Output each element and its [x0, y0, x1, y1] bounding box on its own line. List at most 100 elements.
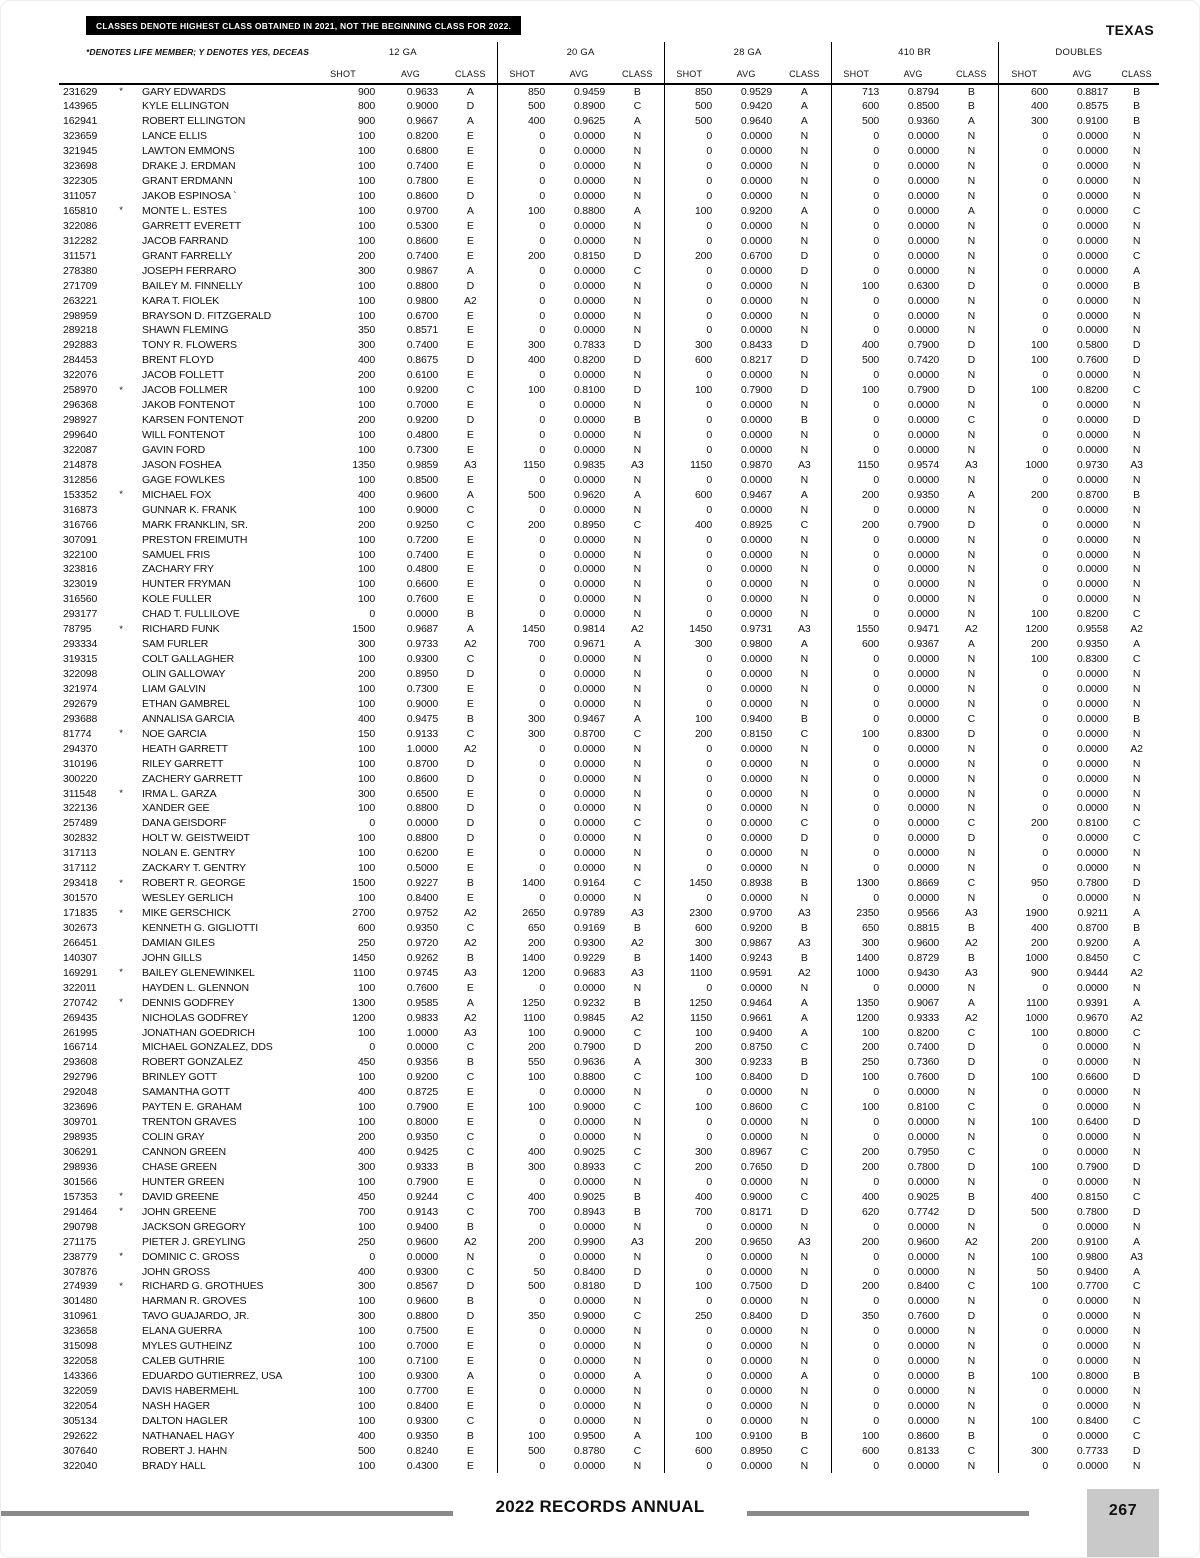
col-header-avg: AVG	[881, 64, 946, 85]
life-member-star: *	[119, 907, 123, 919]
avg-cell-20ga: 0.8780	[573, 1444, 606, 1457]
shot-cell-410br: 0	[830, 562, 882, 577]
shot-cell-doubles: 100	[997, 337, 1051, 353]
member-id-cell: 290798	[63, 1220, 98, 1233]
shot-cell-28ga: 0	[663, 606, 715, 622]
life-member-star	[113, 457, 129, 472]
class-cell-doubles: C	[1132, 832, 1141, 845]
shot-cell-12ga: 800	[357, 100, 376, 113]
class-cell-12ga: A	[466, 264, 474, 277]
avg-cell-12ga: 0.7400	[406, 160, 439, 173]
table-row: 238779 * DOMINIC C. GROSS 0 0.0000 N 0 0…	[59, 1249, 1159, 1265]
member-name-cell: LIAM GALVIN	[142, 682, 206, 695]
avg-cell-410br: 0.0000	[907, 787, 940, 800]
avg-cell-28ga: 0.0000	[740, 130, 773, 143]
shot-cell-12ga: 200	[357, 369, 376, 382]
class-cell-12ga: C	[466, 518, 475, 531]
shot-cell-20ga: 1450	[496, 621, 548, 637]
avg-cell-20ga: 0.0000	[573, 175, 606, 188]
avg-cell-12ga: 0.9000	[406, 100, 439, 113]
shot-cell-20ga: 0	[496, 681, 548, 697]
avg-cell-28ga: 0.8150	[740, 727, 773, 740]
avg-cell-doubles: 0.0000	[1076, 1101, 1109, 1114]
member-id-cell: 323658	[63, 1325, 98, 1338]
class-cell-410br: N	[967, 563, 976, 576]
table-row: 292622 NATHANAEL HAGY 400 0.9350 B 100 0…	[59, 1428, 1159, 1444]
life-member-star: *	[119, 1206, 123, 1218]
member-id-cell: 165810	[63, 204, 98, 217]
avg-cell-410br: 0.8600	[907, 1429, 940, 1442]
shot-cell-20ga: 100	[496, 1069, 548, 1085]
class-cell-12ga: E	[466, 1101, 474, 1114]
member-name-cell: BRINLEY GOTT	[142, 1071, 218, 1084]
life-member-star	[113, 547, 129, 562]
class-cell-20ga: C	[633, 727, 642, 740]
life-member-star	[113, 1040, 129, 1055]
avg-cell-410br: 0.0000	[907, 1399, 940, 1412]
class-cell-28ga: N	[800, 1295, 809, 1308]
shot-cell-28ga: 0	[663, 576, 715, 592]
class-cell-doubles: N	[1132, 757, 1141, 770]
class-cell-410br: B	[967, 1429, 975, 1442]
life-member-star	[113, 368, 129, 383]
shot-cell-doubles: 0	[997, 1293, 1051, 1309]
class-cell-410br: N	[967, 847, 976, 860]
table-row: 323698 DRAKE J. ERDMAN 100 0.7400 E 0 0.…	[59, 158, 1159, 174]
shot-cell-28ga: 0	[663, 367, 715, 383]
member-name-cell: HARMAN R. GROVES	[142, 1295, 247, 1308]
member-name-cell: MYLES GUTHEINZ	[142, 1340, 233, 1353]
avg-cell-410br: 0.0000	[907, 1325, 940, 1338]
avg-cell-410br: 0.0000	[907, 429, 940, 442]
shot-cell-410br: 0	[830, 711, 882, 727]
class-cell-28ga: A	[800, 1011, 808, 1024]
avg-cell-28ga: 0.9870	[740, 458, 773, 471]
shot-cell-28ga: 400	[663, 1189, 715, 1205]
shot-cell-410br: 0	[830, 427, 882, 443]
table-row: 306291 CANNON GREEN 400 0.9425 C 400 0.9…	[59, 1144, 1159, 1160]
shot-cell-28ga: 0	[663, 1264, 715, 1279]
class-cell-12ga: E	[466, 473, 474, 486]
avg-cell-28ga: 0.0000	[740, 324, 773, 337]
avg-cell-20ga: 0.9459	[573, 85, 606, 98]
shot-cell-12ga: 100	[357, 563, 376, 576]
table-row: 322136 XANDER GEE 100 0.8800 D 0 0.0000 …	[59, 801, 1159, 816]
avg-cell-410br: 0.0000	[907, 742, 940, 755]
life-member-star: *	[119, 86, 123, 98]
table-row: 311571 GRANT FARRELLY 200 0.7400 E 200 0…	[59, 248, 1159, 264]
avg-cell-410br: 0.7600	[907, 1310, 940, 1323]
class-cell-28ga: N	[800, 563, 809, 576]
class-cell-410br: C	[967, 414, 976, 427]
table-row: 263221 KARA T. FIOLEK 100 0.9800 A2 0 0.…	[59, 293, 1159, 309]
class-cell-20ga: N	[633, 175, 642, 188]
class-cell-20ga: N	[633, 1385, 642, 1398]
avg-cell-12ga: 0.9733	[406, 638, 439, 651]
life-member-star	[113, 1160, 129, 1175]
member-name-cell: ANNALISA GARCIA	[142, 712, 235, 725]
life-member-star	[113, 1100, 129, 1115]
shot-cell-12ga: 300	[357, 1160, 376, 1173]
avg-cell-doubles: 0.0000	[1076, 279, 1109, 292]
header-spacer	[59, 64, 310, 85]
shot-cell-12ga: 150	[357, 727, 376, 740]
avg-cell-doubles: 0.0000	[1076, 130, 1109, 143]
class-cell-20ga: N	[633, 742, 642, 755]
avg-cell-12ga: 0.7700	[406, 1385, 439, 1398]
shot-cell-doubles: 100	[997, 606, 1051, 622]
member-name-cell: WILL FONTENOT	[142, 429, 225, 442]
table-row: 290798 JACKSON GREGORY 100 0.9400 B 0 0.…	[59, 1219, 1159, 1235]
avg-cell-28ga: 0.0000	[740, 503, 773, 516]
shot-cell-doubles: 0	[997, 562, 1051, 577]
shot-cell-20ga: 0	[496, 1249, 548, 1265]
member-name-cell: LANCE ELLIS	[142, 130, 207, 143]
class-cell-410br: D	[967, 1205, 976, 1218]
class-cell-410br: B	[967, 1370, 975, 1383]
shot-cell-410br: 0	[830, 412, 882, 428]
shot-cell-410br: 0	[830, 606, 882, 622]
class-cell-12ga: C	[466, 503, 475, 516]
class-cell-doubles: A	[1133, 907, 1141, 920]
avg-cell-410br: 0.0000	[907, 145, 940, 158]
member-id-cell: 289218	[63, 324, 98, 337]
shot-cell-410br: 350	[830, 1308, 882, 1324]
class-cell-28ga: C	[800, 1101, 809, 1114]
life-member-star	[113, 1413, 129, 1428]
